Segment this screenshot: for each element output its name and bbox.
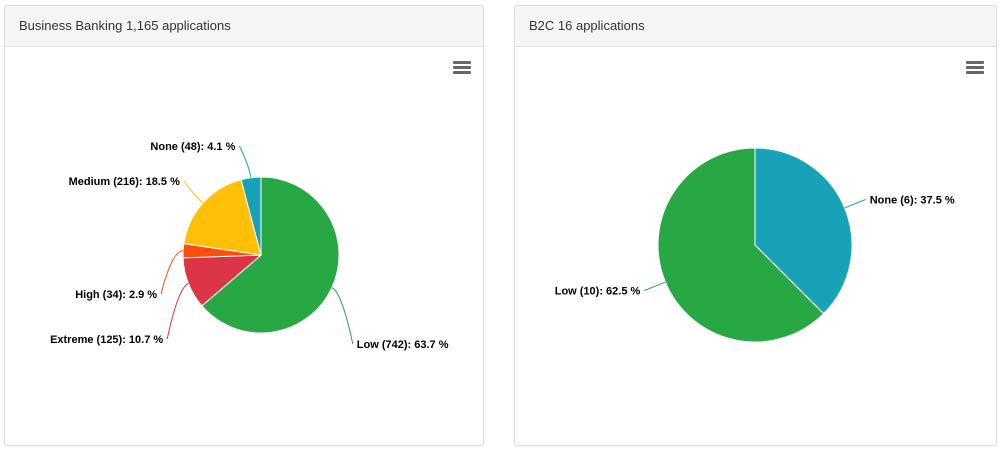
- connector-low: [644, 281, 666, 291]
- data-label-none: None (48): 4.1 %: [150, 141, 235, 153]
- data-label-low: Low (10): 62.5 %: [555, 286, 641, 298]
- pie-chart-business-banking: Low (742): 63.7 % Extreme (125): 10.7 % Hi…: [50, 141, 449, 351]
- panel-header: B2C 16 applications: [515, 6, 996, 47]
- data-label-low: Low (742): 63.7 %: [357, 339, 449, 351]
- connector-high: [160, 250, 184, 295]
- connector-extreme: [166, 283, 189, 340]
- chart-menu-button[interactable]: [453, 61, 471, 77]
- connector-none: [844, 199, 866, 209]
- connector-medium: [183, 180, 204, 204]
- connector-low: [331, 287, 354, 345]
- pie-chart-b2c: None (6): 37.5 % Low (10): 62.5 %: [555, 147, 955, 343]
- chart-panel-business-banking: Business Banking 1,165 applications Low …: [4, 5, 484, 446]
- chart-panel-b2c: B2C 16 applications None (6): 37.5 % Low …: [514, 5, 997, 446]
- panel-header: Business Banking 1,165 applications: [5, 6, 483, 47]
- pie-slice-medium[interactable]: [183, 178, 262, 256]
- chart-menu-button[interactable]: [966, 61, 984, 77]
- data-label-high: High (34): 2.9 %: [75, 289, 157, 301]
- panel-title: B2C 16 applications: [529, 18, 645, 33]
- pie-slice-low[interactable]: [201, 176, 340, 334]
- data-label-extreme: Extreme (125): 10.7 %: [50, 334, 163, 346]
- pie-slice-low[interactable]: [657, 147, 825, 343]
- data-label-medium: Medium (216): 18.5 %: [69, 176, 180, 188]
- panel-title: Business Banking 1,165 applications: [19, 18, 231, 33]
- panel-body: Low (742): 63.7 % Extreme (125): 10.7 % Hi…: [5, 47, 483, 445]
- connector-none: [238, 145, 252, 178]
- panel-body: None (6): 37.5 % Low (10): 62.5 %: [515, 47, 996, 445]
- data-label-none: None (6): 37.5 %: [870, 195, 955, 207]
- hamburger-menu-icon: [453, 61, 471, 64]
- hamburger-menu-icon: [966, 61, 984, 64]
